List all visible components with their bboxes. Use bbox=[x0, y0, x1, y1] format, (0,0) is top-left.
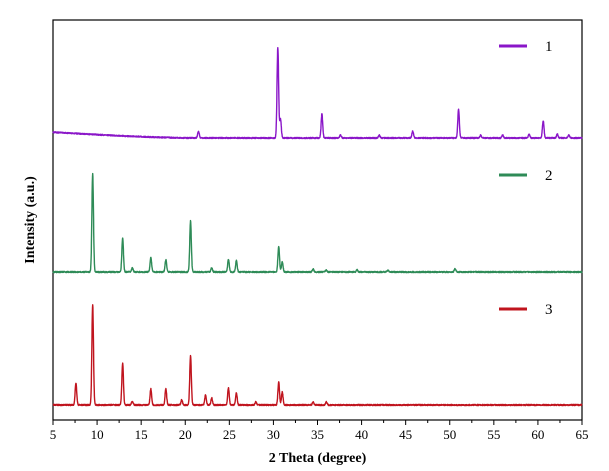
x-tick-label: 15 bbox=[135, 427, 148, 442]
x-tick-label: 25 bbox=[223, 427, 236, 442]
legend-label-2: 2 bbox=[545, 168, 553, 184]
series-line-1 bbox=[52, 47, 583, 140]
plot-frame bbox=[52, 19, 583, 421]
x-tick-label: 35 bbox=[311, 427, 324, 442]
x-tick-label: 60 bbox=[531, 427, 544, 442]
legend-label-1: 1 bbox=[545, 39, 553, 55]
x-tick-label: 55 bbox=[487, 427, 500, 442]
x-tick-label: 65 bbox=[576, 427, 589, 442]
y-axis-title: Intensity (a.u.) bbox=[23, 176, 38, 264]
x-axis-title: 2 Theta (degree) bbox=[269, 451, 367, 466]
x-tick-label: 5 bbox=[50, 427, 57, 442]
x-tick-label: 10 bbox=[91, 427, 104, 442]
x-tick-label: 40 bbox=[355, 427, 368, 442]
x-tick-label: 20 bbox=[179, 427, 192, 442]
series-line-3 bbox=[52, 304, 583, 407]
legend-label-3: 3 bbox=[545, 302, 553, 318]
x-tick-label: 50 bbox=[443, 427, 456, 442]
x-tick-label: 45 bbox=[399, 427, 412, 442]
series-line-2 bbox=[52, 172, 583, 274]
x-tick-label: 30 bbox=[267, 427, 280, 442]
